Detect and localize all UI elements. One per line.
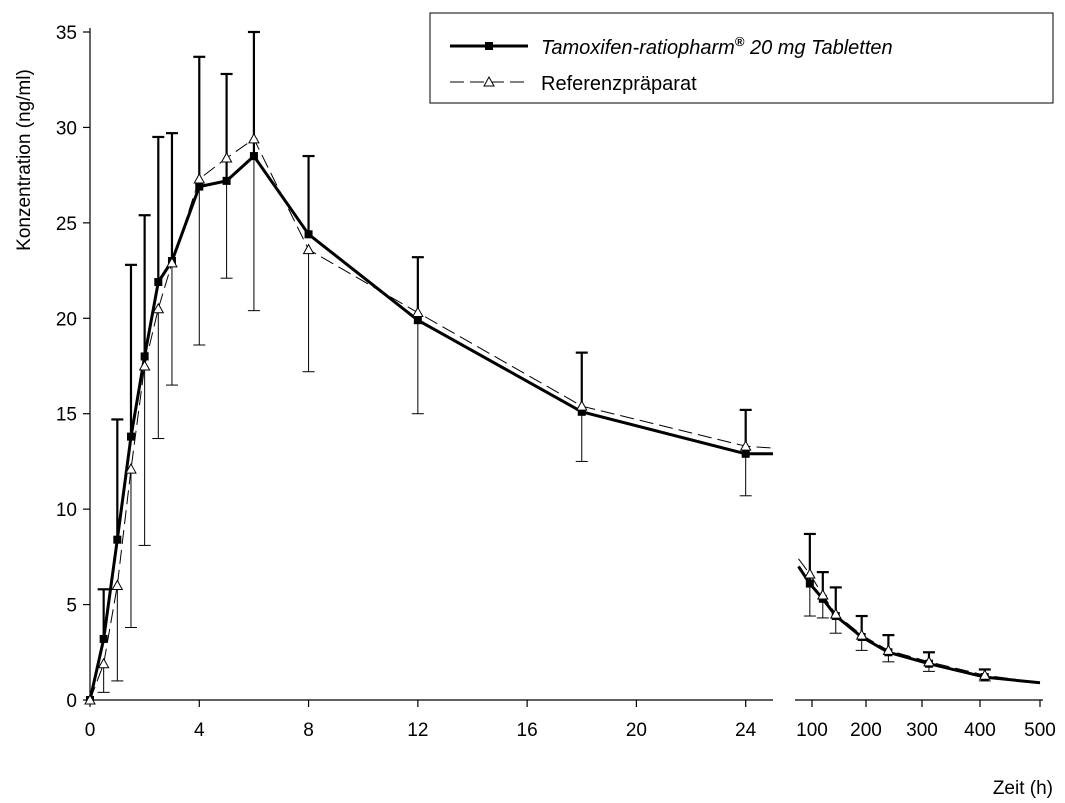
x-tick-label-12: 12 [407,720,428,741]
data-point-referenz-x1.5 [125,463,137,474]
legend-label-tamoxifen: Tamoxifen-ratiopharm® 20 mg Tabletten [541,34,893,59]
y-tick-label-20: 20 [56,309,77,330]
data-point-tamoxifen-x0.5 [99,634,108,643]
data-point-referenz-x6 [248,132,260,144]
legend-label-tamoxifen-sup: ® [735,34,745,49]
data-point-referenz-x192 [855,629,868,640]
legend-label-tamoxifen-suffix: 20 mg Tabletten [744,37,892,59]
y-tick-label-15: 15 [56,405,77,426]
x-tick-label-100: 100 [796,720,828,741]
data-point-referenz-x3 [166,256,178,268]
data-point-referenz-x96 [803,568,816,579]
data-point-referenz-x2.5 [152,302,165,314]
x-tick-label-300: 300 [906,720,938,741]
data-point-referenz-x0 [84,693,96,705]
legend-marker-referenz [483,75,495,87]
data-point-referenz-x144 [829,608,842,619]
data-point-referenz-x312 [923,655,935,667]
x-tick-label-8: 8 [303,720,314,741]
data-point-referenz-x5 [220,151,233,163]
x-tick-label-500: 500 [1024,720,1056,741]
data-point-tamoxifen-x2 [140,352,149,361]
x-axis-title: Zeit (h) [993,778,1053,799]
y-tick-label-30: 30 [56,118,77,139]
x-tick-label-0: 0 [85,720,96,741]
y-tick-label-35: 35 [56,23,77,44]
series-line-referenz-panel-2 [798,558,1041,684]
data-point-referenz-x24 [739,440,752,451]
x-tick-label-16: 16 [517,720,538,741]
y-axis-title: Konzentration (ng/ml) [14,69,35,251]
data-point-referenz-x240 [882,644,895,655]
legend: Tamoxifen-ratiopharm® 20 mg Tabletten Re… [429,12,1054,104]
x-tick-label-200: 200 [850,720,882,741]
y-tick-label-25: 25 [56,214,77,235]
x-tick-label-400: 400 [964,720,996,741]
data-point-referenz-x0.5 [97,657,110,669]
data-point-tamoxifen-x1.5 [126,432,135,441]
legend-box [429,12,1054,104]
data-point-referenz-x8 [302,243,315,255]
y-tick-label-10: 10 [56,500,77,521]
x-tick-label-4: 4 [194,720,205,741]
data-point-tamoxifen-x1 [113,535,122,544]
data-point-referenz-x12 [411,306,424,318]
series-line-referenz-panel-1 [89,138,774,701]
data-point-referenz-x120 [816,588,829,600]
data-point-tamoxifen-x8 [304,230,313,239]
data-point-tamoxifen-x2.5 [154,278,163,287]
x-tick-label-20: 20 [626,720,647,741]
data-point-referenz-x2 [138,359,151,371]
legend-label-referenz: Referenzpräparat [541,73,697,95]
series-line-tamoxifen-panel-2 [797,565,1041,685]
y-tick-label-5: 5 [66,596,77,617]
x-tick-label-24: 24 [735,720,757,741]
data-point-referenz-x18 [575,400,588,411]
legend-label-tamoxifen-name: Tamoxifen-ratiopharm [541,37,735,59]
y-tick-label-0: 0 [66,691,77,712]
data-point-referenz-x1 [111,579,124,590]
data-point-referenz-x408 [978,669,991,680]
series-layer [84,30,1041,705]
axes: 0 5 10 15 20 25 30 35 0 4 8 12 16 20 24 100 200 300 400 500 [56,23,1056,741]
data-point-referenz-x4 [193,172,206,184]
legend-marker-tamoxifen [485,42,493,50]
